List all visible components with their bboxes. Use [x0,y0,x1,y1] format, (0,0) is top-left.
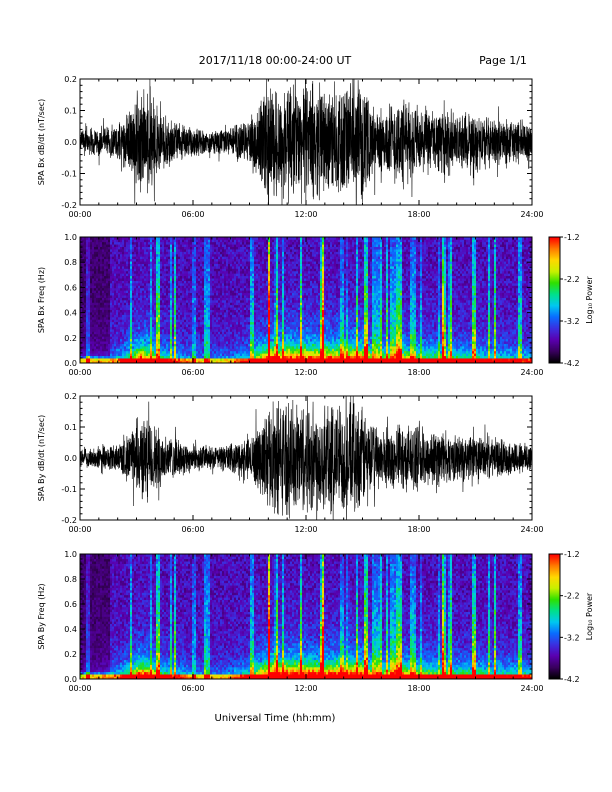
x-axis-title: Universal Time (hh:mm) [215,713,336,724]
x-tick-label: 12:00 [294,368,317,377]
y-tick-label: 0.0 [64,675,77,684]
y-tick-label: 1.0 [64,550,77,559]
colorbar-tick-label: -4.2 [564,359,580,368]
x-tick-label: 12:00 [294,210,317,219]
y-tick-label: 1.0 [64,233,77,242]
chart-panels: -0.2 -0.1 0.0 0.1 0.2 00:00 06:00 12:00 18:00 24:… [37,75,594,693]
y-tick-label: 0.8 [64,575,77,584]
y-tick-label: 0.8 [64,258,77,267]
colorbar: -1.2 -2.2 -3.2 -4.2 Log₁₀ Power [548,233,594,368]
colorbar-label: Log₁₀ Power [585,276,594,324]
x-tick-label: 18:00 [407,525,430,534]
x-tick-label: 24:00 [520,368,543,377]
page-indicator: Page 1/1 [479,54,527,67]
figure-title: 2017/11/18 00:00-24:00 UT [199,54,352,67]
colorbar-tick-label: -4.2 [564,675,580,684]
x-tick-label: 18:00 [407,684,430,693]
y-tick-label: 0.0 [64,359,77,368]
y-axis-label: SPA By Freq (Hz) [37,583,46,649]
x-tick-label: 06:00 [181,210,204,219]
y-tick-label: -0.1 [61,485,77,494]
x-tick-label: 00:00 [68,368,91,377]
x-tick-label: 12:00 [294,684,317,693]
colorbar-tick-label: -1.2 [564,233,580,242]
x-tick-label: 06:00 [181,684,204,693]
colorbar-tick-label: -3.2 [564,317,580,326]
colorbar-tick-label: -1.2 [564,550,580,559]
x-tick-label: 18:00 [407,368,430,377]
y-tick-label: 0.6 [64,600,77,609]
x-tick-label: 12:00 [294,525,317,534]
y-tick-label: 0.1 [64,107,77,116]
y-tick-label: 0.2 [64,75,77,84]
x-tick-label: 24:00 [520,210,543,219]
x-tick-label: 00:00 [68,210,91,219]
colorbar-tick-label: -2.2 [564,592,580,601]
y-tick-label: 0.4 [64,309,77,318]
x-tick-label: 00:00 [68,525,91,534]
y-tick-label: -0.2 [61,516,77,525]
y-tick-label: 0.2 [64,392,77,401]
y-tick-label: 0.4 [64,625,77,634]
panel-3: -0.2 -0.1 0.0 0.1 0.2 00:00 06:00 12:00 18:00 24:… [37,392,544,534]
panel-1: -0.2 -0.1 0.0 0.1 0.2 00:00 06:00 12:00 18:00 24:… [37,75,544,219]
y-tick-label: 0.6 [64,283,77,292]
y-tick-label: -0.1 [61,170,77,179]
x-tick-label: 06:00 [181,525,204,534]
waveform-trace [80,396,532,520]
y-tick-label: 0.2 [64,650,77,659]
x-tick-label: 24:00 [520,525,543,534]
colorbar-tick-label: -2.2 [564,275,580,284]
colorbar-tick-label: -3.2 [564,633,580,642]
colorbar-label: Log₁₀ Power [585,592,594,640]
spectrogram-image [80,554,532,679]
waveform-trace [80,79,532,205]
x-tick-label: 00:00 [68,684,91,693]
y-tick-label: 0.2 [64,334,77,343]
colorbar: -1.2 -2.2 -3.2 -4.2 Log₁₀ Power [548,550,594,684]
y-tick-label: -0.2 [61,201,77,210]
y-tick-label: 0.0 [64,454,77,463]
y-axis-label: SPA Bx dB/dt (nT/sec) [37,99,46,186]
x-tick-label: 18:00 [407,210,430,219]
panel-4: -1.2 -2.2 -3.2 -4.2 Log₁₀ Power 0.0 0.2 0.4 0.6 0… [37,550,594,693]
panel-2: -1.2 -2.2 -3.2 -4.2 Log₁₀ Power 0.0 0.2 0.4 0.6 0… [37,233,594,377]
y-axis-label: SPA By dB/dt (nT/sec) [37,415,46,502]
y-tick-label: 0.1 [64,423,77,432]
x-tick-label: 06:00 [181,368,204,377]
spectrogram-image [80,237,532,363]
y-axis-label: SPA Bx Freq (Hz) [37,267,46,333]
y-tick-label: 0.0 [64,138,77,147]
x-tick-label: 24:00 [520,684,543,693]
